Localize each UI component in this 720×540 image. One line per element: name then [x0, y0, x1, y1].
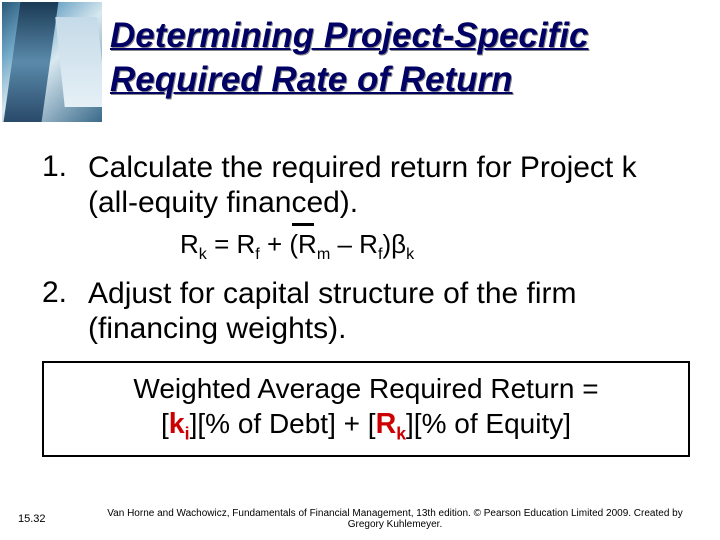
copyright-credit: Van Horne and Wachowicz, Fundamentals of…: [88, 508, 702, 530]
item2-number: 2.: [42, 276, 67, 310]
decorative-building-image: [2, 2, 102, 122]
capm-formula: Rk = Rf + (Rm – Rf)βk: [180, 229, 690, 264]
overbar-rm: [292, 223, 314, 226]
item1-text: Calculate the required return for Projec…: [88, 150, 690, 221]
wacc-formula-box: Weighted Average Required Return = [ki][…: [42, 361, 690, 457]
wacc-line1: Weighted Average Required Return =: [56, 371, 676, 406]
item2-text: Adjust for capital structure of the firm…: [88, 276, 690, 347]
slide-number: 15.32: [18, 513, 88, 525]
item1-number: 1.: [42, 150, 67, 184]
list-item-2: 2. Adjust for capital structure of the f…: [42, 276, 690, 347]
slide-body: 1. Calculate the required return for Pro…: [42, 150, 690, 457]
ki-term: ki: [169, 408, 190, 440]
slide-footer: 15.32 Van Horne and Wachowicz, Fundament…: [0, 508, 720, 530]
title-container: Determining Project-Specific Required Ra…: [110, 14, 700, 102]
slide-title: Determining Project-Specific Required Ra…: [110, 14, 700, 102]
wacc-line2: [ki][% of Debt] + [Rk][% of Equity]: [56, 406, 676, 445]
rk-term: Rk: [376, 408, 406, 440]
list-item-1: 1. Calculate the required return for Pro…: [42, 150, 690, 221]
